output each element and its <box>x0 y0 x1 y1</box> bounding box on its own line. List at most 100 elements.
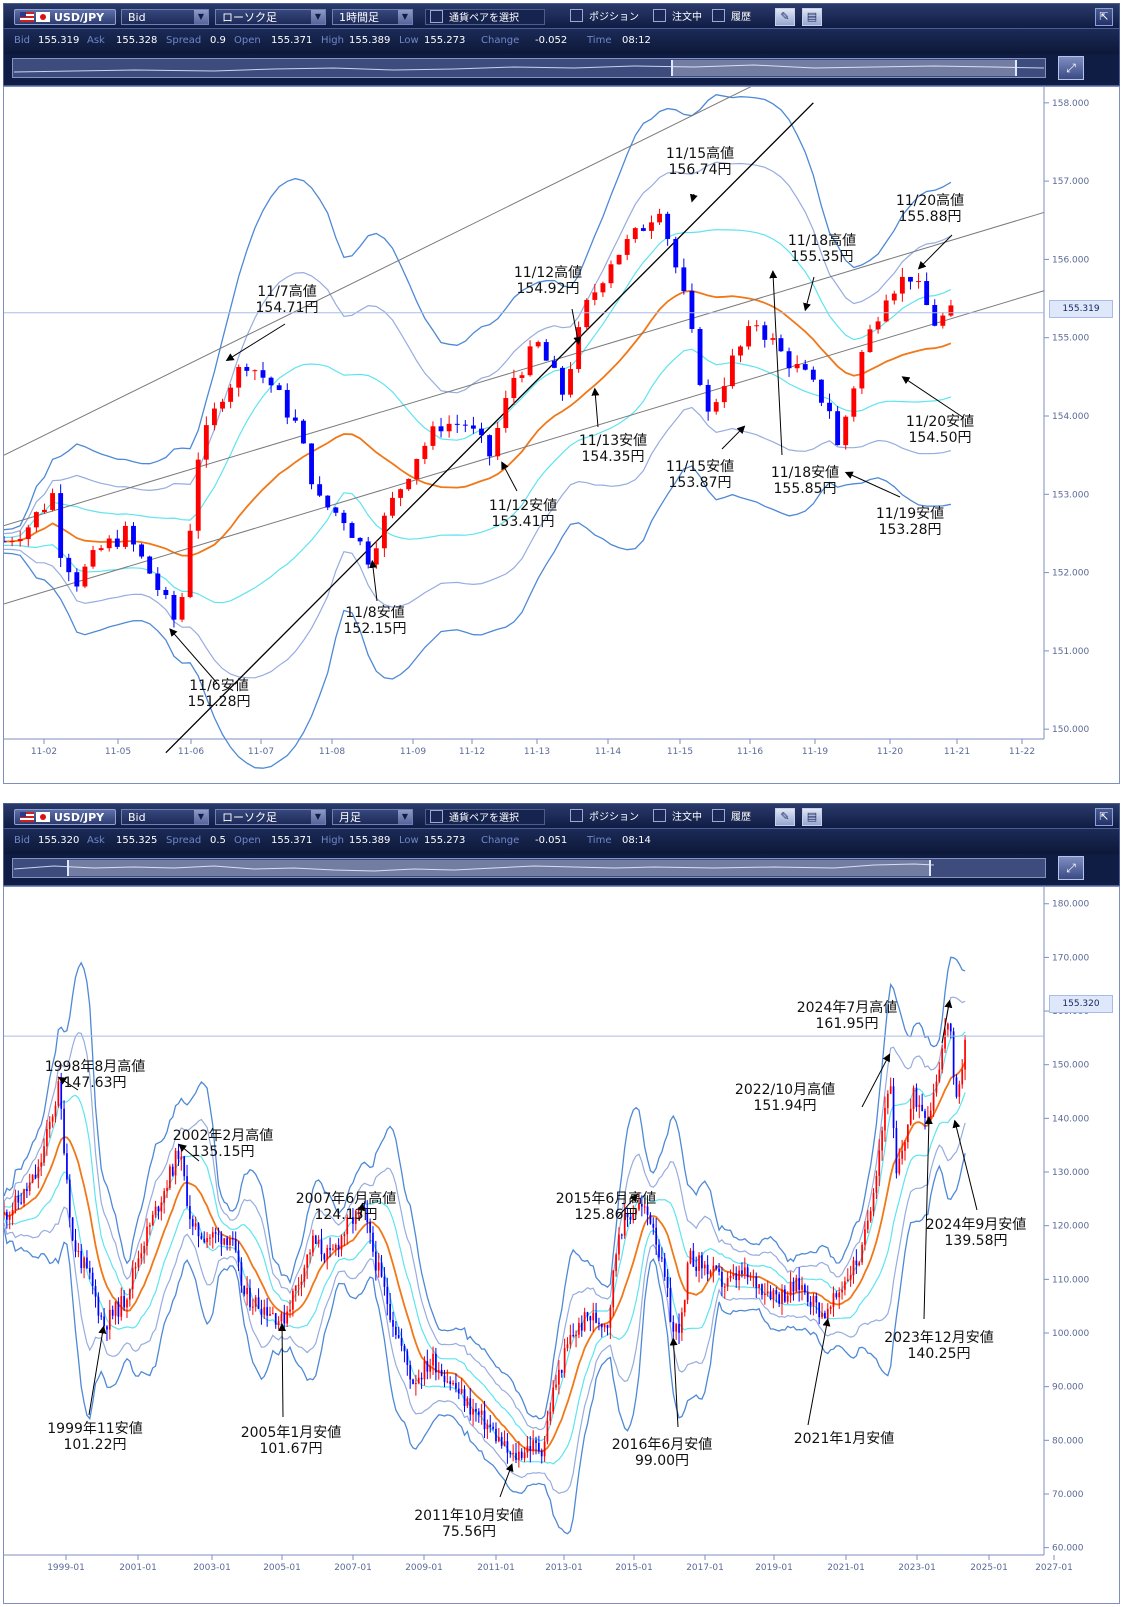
candle-body <box>560 367 565 395</box>
candle-body <box>620 1234 623 1236</box>
candle-body <box>171 594 177 620</box>
candle-body <box>532 1440 535 1451</box>
draw-line-icon[interactable]: ✎ <box>775 8 795 26</box>
chart-type-select[interactable]: ローソク足 ▼ <box>215 809 326 825</box>
change-label: Change <box>481 35 520 46</box>
navigator-scrollbar[interactable] <box>12 858 1046 878</box>
candle-body <box>480 1410 483 1415</box>
monthly-candlestick-chart[interactable]: 180.000170.000160.000150.000140.000130.0… <box>3 887 1119 1603</box>
candle-body <box>477 1411 480 1415</box>
candle-body <box>646 1206 649 1215</box>
positions-toggle[interactable]: ポジション <box>570 9 654 25</box>
window-layout-icon[interactable]: ▤ <box>802 808 822 826</box>
candle-body <box>549 1411 552 1421</box>
candle-body <box>90 550 96 567</box>
candle-body <box>74 572 80 587</box>
time-tick-label: 2025-01 <box>970 1563 1008 1573</box>
collapse-arrow-icon[interactable]: ⇱ <box>1095 808 1113 826</box>
candle-body <box>503 398 509 428</box>
candle-body <box>381 515 387 549</box>
candle-body <box>257 1297 260 1309</box>
candle-body <box>511 377 517 399</box>
candle-body <box>855 1260 858 1266</box>
candle-body <box>33 512 39 528</box>
candle-body <box>341 512 347 524</box>
candle-body <box>935 1081 938 1093</box>
candle-body <box>492 1426 494 1429</box>
candle-body <box>846 1279 849 1282</box>
candle-body <box>709 1271 712 1275</box>
candle-body <box>826 1308 829 1319</box>
monthly-chart-area: 180.000170.000160.000150.000140.000130.0… <box>3 886 1120 1604</box>
annotation-label: 11/15高値 <box>666 145 734 162</box>
draw-line-icon[interactable]: ✎ <box>775 808 795 826</box>
timeframe-select[interactable]: 月足 ▼ <box>332 809 413 825</box>
candle-body <box>638 1203 640 1210</box>
history-toggle[interactable]: 履歴 <box>712 809 768 825</box>
hourly-candlestick-chart[interactable]: 158.000 157.000 156.000 155.000 154.000 153.0… <box>1 55 1119 783</box>
timeframe-value: 月足 <box>339 811 361 824</box>
candle-body <box>944 1029 946 1049</box>
candle-body <box>8 1215 11 1220</box>
orders-toggle[interactable]: 注文中 <box>653 9 717 25</box>
price-tick-label: 157.000 <box>1052 177 1089 187</box>
history-toggle[interactable]: 履歴 <box>712 9 768 25</box>
positions-toggle[interactable]: ポジション <box>570 809 654 825</box>
price-tick-label: 70.000 <box>1052 1490 1084 1500</box>
candle-body <box>729 1276 732 1278</box>
candle-body <box>292 417 298 421</box>
candle-body <box>297 1285 300 1287</box>
candle-body <box>895 1127 898 1174</box>
candle-body <box>678 1324 680 1333</box>
candle-body <box>746 326 752 347</box>
candle-body <box>194 1223 197 1227</box>
checkbox-icon <box>430 810 443 823</box>
time-tick-label: 11-08 <box>319 747 345 757</box>
pair-select-toggle[interactable]: 通貨ペアを選択 <box>425 809 545 825</box>
currency-pair-button[interactable]: USD/JPY <box>14 9 116 25</box>
price-tick-label: 90.000 <box>1052 1383 1084 1393</box>
candle-body <box>249 1287 251 1308</box>
zoom-arrows-icon[interactable]: ⤢ <box>1058 56 1084 80</box>
candle-body <box>6 1212 8 1220</box>
window-layout-icon[interactable]: ▤ <box>802 8 822 26</box>
zoom-arrows-icon[interactable]: ⤢ <box>1058 856 1084 880</box>
candle-body <box>60 1081 63 1109</box>
orders-toggle[interactable]: 注文中 <box>653 809 717 825</box>
candle-body <box>752 1276 755 1278</box>
side-select[interactable]: Bid ▼ <box>121 9 209 25</box>
side-select[interactable]: Bid ▼ <box>121 809 209 825</box>
candle-body <box>438 426 444 432</box>
chart-type-select[interactable]: ローソク足 ▼ <box>215 9 326 25</box>
candle-body <box>429 1365 432 1372</box>
bollinger-band-lower-1sd <box>4 348 952 604</box>
candle-body <box>947 1023 949 1030</box>
candle-body <box>763 1293 766 1295</box>
candle-body <box>34 1174 37 1179</box>
candle-body <box>395 1326 397 1336</box>
candle-body <box>94 1285 97 1297</box>
annotation-price: 140.25円 <box>908 1346 971 1362</box>
candle-body <box>798 1277 801 1290</box>
candle-body <box>824 1312 826 1319</box>
candle-body <box>243 1285 246 1295</box>
currency-pair-button[interactable]: USD/JPY <box>14 809 116 825</box>
pair-select-toggle[interactable]: 通貨ペアを選択 <box>425 9 545 25</box>
timeframe-select[interactable]: 1時間足 ▼ <box>332 9 413 25</box>
navigator-thumb[interactable] <box>671 60 1017 76</box>
candle-body <box>460 1389 463 1394</box>
price-tick-label: 154.000 <box>1052 412 1089 422</box>
candle-body <box>244 366 250 371</box>
candle-body <box>214 1232 217 1234</box>
collapse-arrow-icon[interactable]: ⇱ <box>1095 8 1113 26</box>
candle-body <box>26 1189 28 1192</box>
high-label: High <box>321 35 344 46</box>
navigator-scrollbar[interactable] <box>12 58 1046 78</box>
annotation-label: 11/15安値 <box>666 459 734 475</box>
candle-body <box>940 315 946 326</box>
checkbox-icon <box>653 809 666 822</box>
candle-body <box>904 1142 906 1151</box>
bid-value: 155.320 <box>38 835 80 846</box>
navigator-thumb[interactable] <box>67 860 931 876</box>
candle-body <box>566 1344 569 1349</box>
